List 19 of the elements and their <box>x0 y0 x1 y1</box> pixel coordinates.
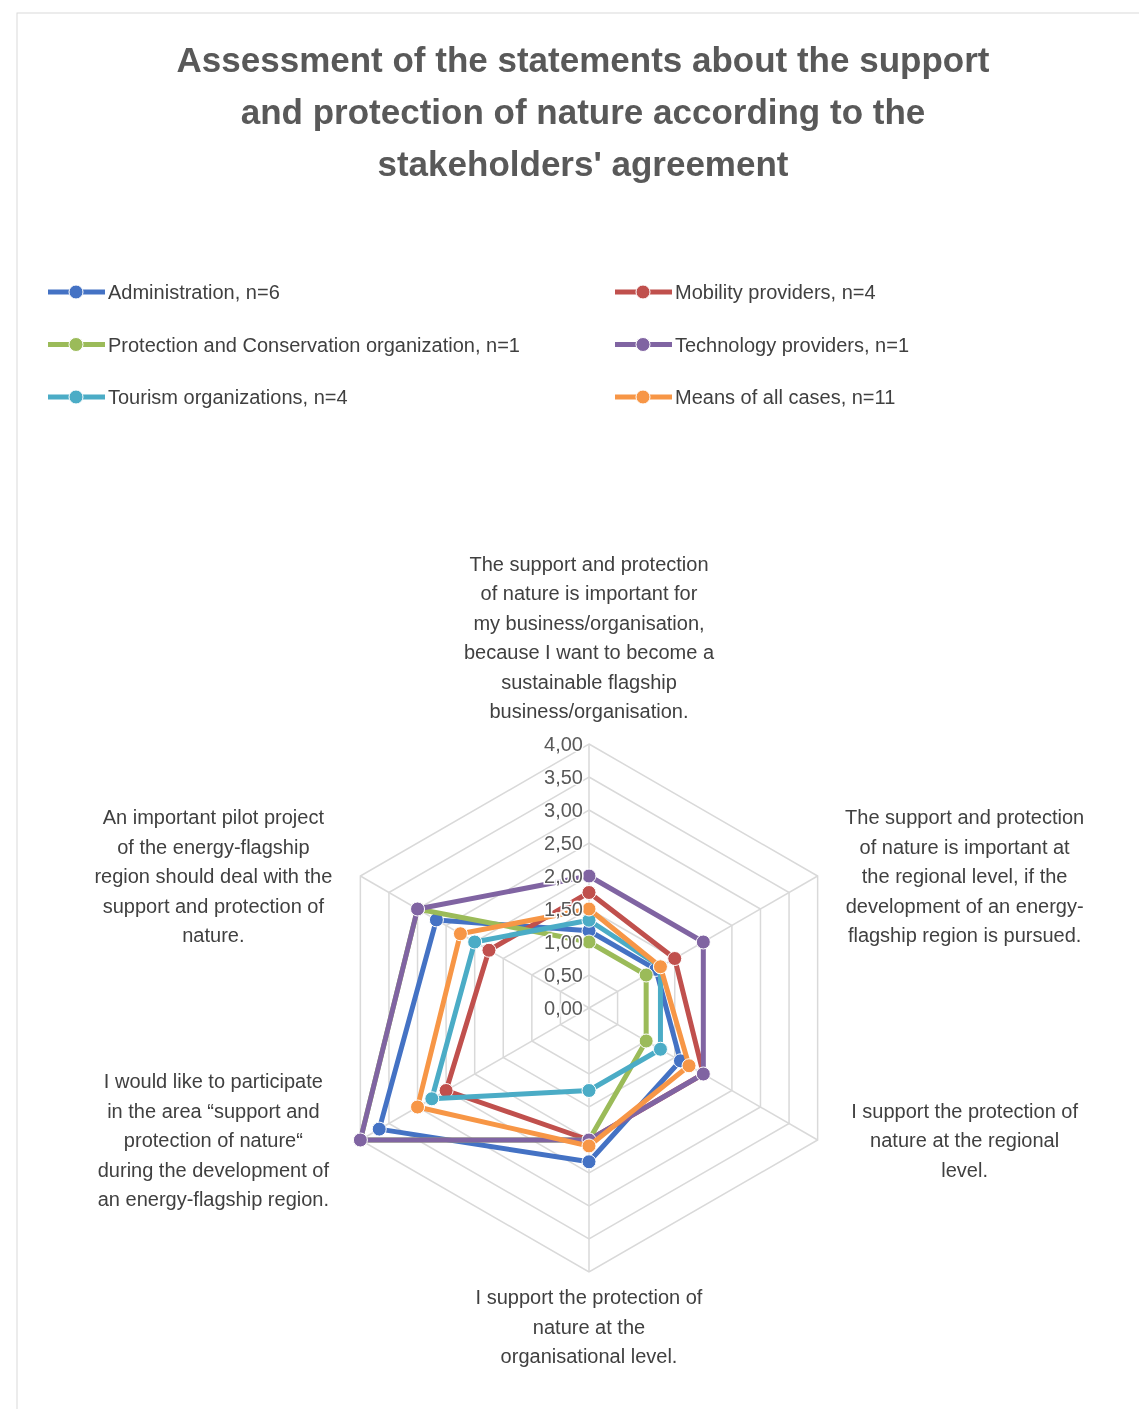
legend-label: Mobility providers, n=4 <box>675 281 876 303</box>
spoke-label: An important pilot project of the energy-flagship region should deal with the support and protection of nature. <box>94 806 333 946</box>
spoke-label: The support and protection of nature is important at the regional level, if the development of an energy-flagship region is pursued. <box>845 806 1085 946</box>
legend-label: Technology providers, n=1 <box>675 333 910 356</box>
legend-label: Administration, n=6 <box>108 281 280 303</box>
legend-label: Tourism organizations, n=4 <box>108 386 348 408</box>
spoke-label: I support the protection of nature at the regional level. <box>851 1099 1079 1181</box>
y-tick-label: 3,00 <box>544 799 583 821</box>
y-tick-label: 4,00 <box>544 733 583 755</box>
y-tick-label: 3,50 <box>544 766 583 788</box>
y-tick-label: 2,50 <box>544 832 583 854</box>
legend-label: Protection and Conservation organization, n=1 <box>108 333 520 356</box>
chart-title: Assessment of the statements about the support and protection of nature according to the stakeholders' agreement <box>176 40 990 183</box>
legend-label: Means of all cases, n=11 <box>675 386 896 408</box>
spoke-label: The support and protection of nature is important for my business/organisation, because I want to become a sustainable flagship business/organisation. <box>463 552 715 722</box>
y-tick-label: 0,00 <box>544 997 583 1019</box>
y-tick-label: 0,50 <box>544 964 583 986</box>
spoke-label: I support the protection of nature at the organisational level. <box>475 1286 703 1367</box>
spoke-label: I would like to participate in the area “support and protection of nature“ during the development of an energy-flagship region. <box>97 1070 330 1210</box>
